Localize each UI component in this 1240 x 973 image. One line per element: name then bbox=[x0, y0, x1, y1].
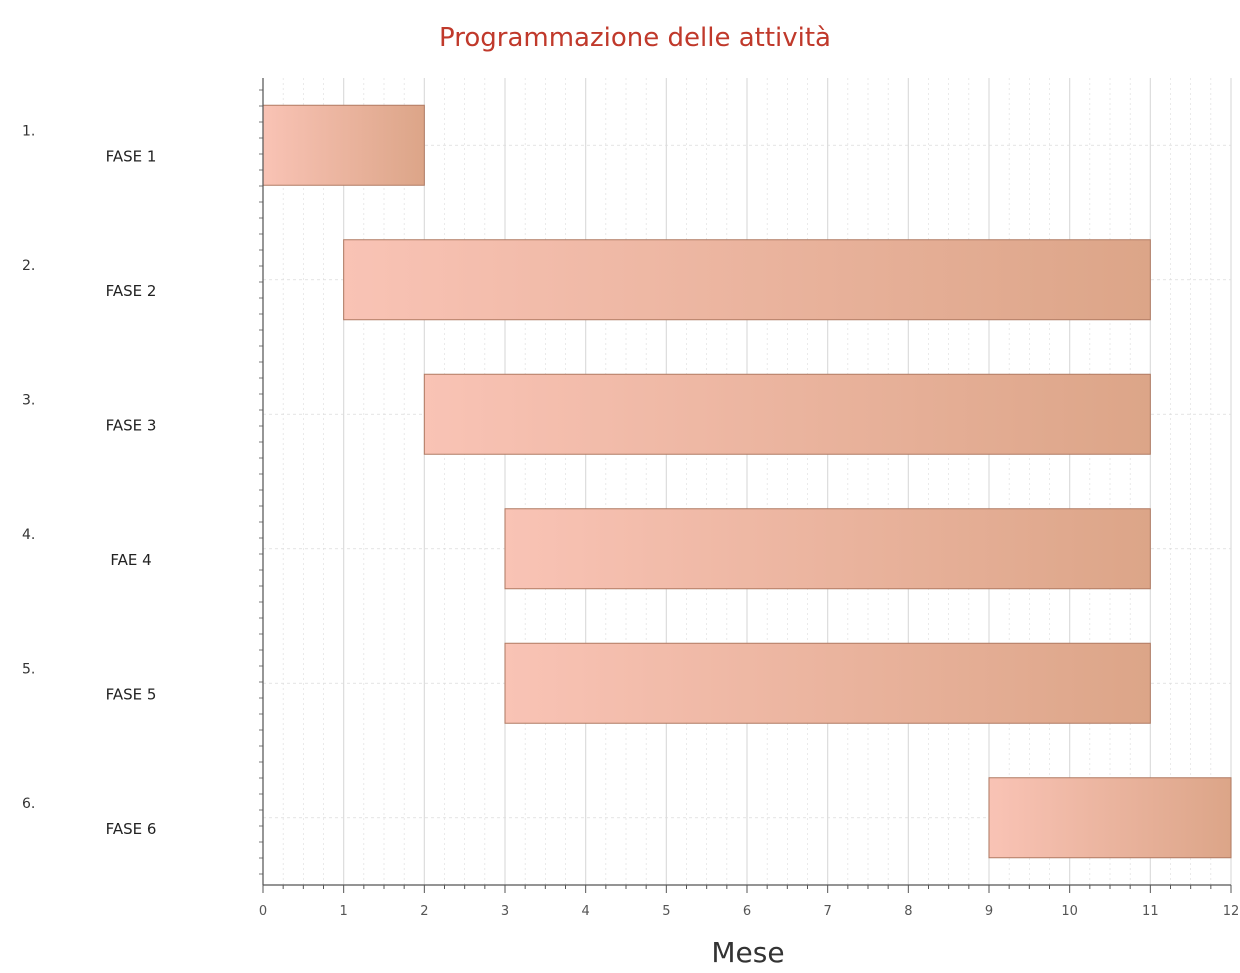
row-name-label: FASE 2 bbox=[106, 282, 157, 300]
chart-title: Programmazione delle attività bbox=[439, 23, 831, 53]
x-tick-label: 4 bbox=[582, 904, 590, 919]
row-number-label: 1. bbox=[22, 123, 35, 139]
row-name-label: FAE 4 bbox=[110, 551, 151, 569]
row-number-label: 2. bbox=[22, 258, 35, 274]
gantt-bar-1 bbox=[262, 104, 425, 186]
gantt-bar-2 bbox=[343, 239, 1151, 321]
row-number-label: 4. bbox=[22, 527, 35, 543]
row-number-label: 5. bbox=[22, 661, 35, 677]
x-axis-label: Mese bbox=[711, 936, 784, 969]
gantt-bar-4 bbox=[504, 508, 1151, 590]
row-name-label: FASE 5 bbox=[106, 685, 157, 703]
bar-layer bbox=[262, 104, 1232, 859]
x-tick-label: 0 bbox=[259, 904, 267, 919]
x-tick-label: 5 bbox=[662, 904, 670, 919]
x-tick-label: 8 bbox=[904, 904, 912, 919]
x-tick-label: 1 bbox=[340, 904, 348, 919]
row-number-label: 6. bbox=[22, 796, 35, 812]
row-number-label: 3. bbox=[22, 392, 35, 408]
grid-layer bbox=[262, 78, 1232, 885]
x-tick-label: 2 bbox=[420, 904, 428, 919]
axis-layer bbox=[259, 78, 1232, 893]
gantt-bar-5 bbox=[504, 642, 1151, 724]
row-name-label: FASE 3 bbox=[106, 416, 157, 434]
gantt-bar-3 bbox=[423, 373, 1151, 455]
label-layer: 0 1 2 3 4 5 6 7 8 9 10 11 121.FASE 12.FASE 23.FASE 3… bbox=[22, 123, 1239, 919]
row-name-label: FASE 6 bbox=[106, 820, 157, 838]
x-tick-label: 10 bbox=[1061, 904, 1078, 919]
x-tick-label: 6 bbox=[743, 904, 751, 919]
x-tick-label: 7 bbox=[824, 904, 832, 919]
x-tick-label: 9 bbox=[985, 904, 993, 919]
gantt-bar-6 bbox=[988, 777, 1232, 859]
x-tick-label: 3 bbox=[501, 904, 509, 919]
row-name-label: FASE 1 bbox=[106, 147, 157, 165]
x-tick-label: 12 bbox=[1223, 904, 1240, 919]
x-tick-label: 11 bbox=[1142, 904, 1159, 919]
